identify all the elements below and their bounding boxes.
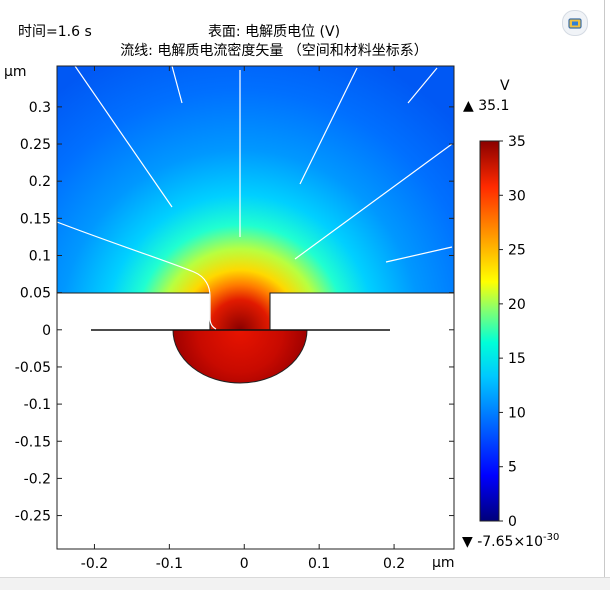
colorbar-tick-label: 0 — [508, 514, 517, 530]
y-tick-label: -0.25 — [15, 509, 51, 525]
y-axis-unit-label: µm — [4, 64, 27, 80]
current-streamlines — [57, 66, 453, 330]
streamline — [299, 67, 358, 185]
x-tick-label: 0 — [240, 556, 249, 572]
camera-view-icon — [568, 18, 582, 29]
y-tick-label: 0.15 — [20, 211, 51, 227]
time-label: 时间=1.6 s — [18, 24, 92, 40]
colorbar-tick-label: 30 — [508, 188, 526, 204]
plot-area — [57, 66, 454, 384]
streamline — [385, 246, 453, 263]
deposit-dome — [172, 329, 308, 384]
streamline — [407, 67, 438, 104]
status-strip — [0, 577, 610, 590]
colorbar-min-marker-base: ▼ -7.65×10 — [462, 534, 543, 550]
x-axis-unit-label: µm — [432, 555, 455, 571]
y-tick-label: -0.2 — [24, 471, 51, 487]
y-tick-label: 0.2 — [29, 174, 51, 190]
streamline — [57, 221, 217, 330]
colorbar-gradient — [479, 140, 500, 522]
y-tick-label: -0.1 — [24, 397, 51, 413]
colorbar-tick-label: 5 — [508, 460, 517, 476]
x-tick-label: 0.1 — [308, 556, 330, 572]
y-tick-label: -0.15 — [15, 434, 51, 450]
colorbar-tick-label: 35 — [508, 134, 526, 150]
x-tick-label: -0.2 — [81, 556, 108, 572]
axes: 0.3 0.25 0.2 0.15 0.1 0.05 0 -0.05 -0.1 -0.15 -0.2… — [15, 66, 454, 572]
y-tick-label: 0.05 — [20, 286, 51, 302]
y-tick-label: -0.05 — [15, 360, 51, 376]
y-tick-label: 0.3 — [29, 100, 51, 116]
x-tick-label: 0.2 — [383, 556, 405, 572]
streamline — [171, 66, 183, 104]
y-tick-label: 0.25 — [20, 137, 51, 153]
electrolyte-field — [57, 66, 454, 293]
colorbar-tick-label: 20 — [508, 297, 526, 313]
y-tick-label: 0.1 — [29, 248, 51, 264]
streamline — [74, 66, 173, 208]
window-border — [604, 0, 605, 589]
y-tick-label: 0 — [42, 323, 51, 339]
surface-title: 表面: 电解质电位 (V) — [208, 24, 340, 40]
camera-view-button[interactable] — [562, 10, 588, 36]
colorbar-tick-label: 10 — [508, 405, 526, 421]
colorbar: V ▲ 35.1 0 5 10 15 20 25 30 35 ▼ -7.65×10-30 — [462, 78, 559, 550]
streamline — [294, 143, 453, 260]
colorbar-min-marker: ▼ -7.65×10-30 — [462, 532, 559, 550]
x-tick-label: -0.1 — [156, 556, 183, 572]
colorbar-tick-label: 25 — [508, 243, 526, 259]
colorbar-min-marker-exponent: -30 — [543, 532, 559, 543]
streamline-title: 流线: 电解质电流密度矢量 （空间和材料坐标系） — [120, 42, 428, 59]
plot-frame — [56, 65, 455, 550]
colorbar-ticks: 0 5 10 15 20 25 30 35 — [499, 134, 526, 530]
colorbar-tick-label: 15 — [508, 351, 526, 367]
channel-field — [210, 290, 270, 330]
colorbar-max-marker: ▲ 35.1 — [463, 98, 509, 114]
colorbar-unit: V — [500, 78, 510, 94]
